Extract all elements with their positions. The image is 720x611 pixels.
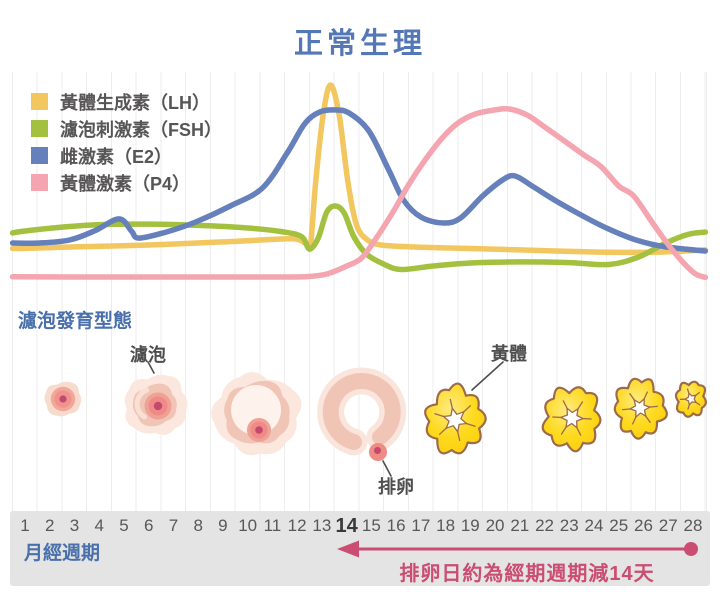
day-tick-26: 26 — [634, 516, 653, 535]
day-tick-7: 7 — [168, 516, 179, 535]
day-tick-27: 27 — [658, 516, 678, 535]
day-tick-10: 10 — [238, 516, 258, 535]
countdown-arrow — [337, 540, 698, 558]
day-tick-20: 20 — [485, 516, 505, 535]
follicle-stage-4-rupture — [317, 367, 407, 461]
ovulation-label: 排卵 — [378, 477, 414, 497]
legend-label-fsh: 濾泡刺激素（FSH） — [60, 119, 222, 140]
day-tick-23: 23 — [559, 516, 579, 535]
day-tick-18: 18 — [436, 516, 456, 535]
day-tick-15: 15 — [361, 516, 381, 535]
day-tick-22: 22 — [535, 516, 554, 535]
ovulation-note: 排卵日約為經期週期減14天 — [399, 563, 655, 585]
follicle-pointer-line — [147, 361, 155, 374]
day-tick-1: 1 — [20, 516, 30, 535]
oocyte-dot — [59, 395, 67, 403]
curve-fsh — [9, 203, 709, 273]
follicle-stage-2 — [124, 374, 188, 435]
ovulation-pointer-line — [382, 460, 392, 477]
day-tick-21: 21 — [510, 516, 530, 535]
oocyte-dot — [255, 426, 263, 434]
day-tick-16: 16 — [386, 516, 406, 535]
day-tick-2: 2 — [45, 516, 55, 535]
day-tick-8: 8 — [193, 516, 203, 535]
legend-label-e2: 雌激素（E2） — [60, 146, 173, 167]
day-tick-6: 6 — [143, 516, 154, 535]
corpus-luteum-3 — [613, 377, 668, 440]
curve-e2 — [9, 107, 709, 254]
hormone-curves — [9, 82, 709, 281]
page-title: 正常生理 — [293, 28, 426, 60]
day-tick-9: 9 — [218, 516, 228, 535]
day-tick-12: 12 — [287, 516, 307, 535]
day-tick-5: 5 — [119, 516, 129, 535]
countdown-arrow-dot — [684, 542, 698, 556]
legend-item-e2: 雌激素（E2） — [31, 142, 222, 169]
corpus-luteum-1 — [424, 382, 487, 455]
legend-item-fsh: 濾泡刺激素（FSH） — [31, 115, 222, 142]
chart-legend: 黃體生成素（LH） 濾泡刺激素（FSH） 雌激素（E2） 黃體激素（P4） — [31, 88, 222, 196]
day-tick-24: 24 — [584, 516, 604, 535]
corpus-luteum-label: 黃體 — [491, 344, 527, 364]
day-tick-4: 4 — [94, 516, 104, 535]
legend-swatch-e2 — [31, 147, 48, 164]
curve-lh — [9, 82, 709, 256]
oocyte-dot — [153, 401, 163, 411]
corpus-luteum-2 — [541, 386, 602, 453]
ovulated-egg — [369, 443, 387, 461]
follicle-label: 濾泡 — [130, 345, 166, 365]
day-tick-17: 17 — [411, 516, 431, 535]
legend-item-lh: 黃體生成素（LH） — [31, 88, 222, 115]
legend-label-lh: 黃體生成素（LH） — [60, 92, 210, 113]
oocyte-dot — [374, 447, 381, 454]
legend-item-p4: 黃體激素（P4） — [31, 169, 222, 196]
x-axis-title: 月經週期 — [24, 543, 101, 564]
corpus-luteum-pointer-line — [471, 361, 504, 391]
curve-p4 — [9, 105, 709, 281]
day-tick-13: 13 — [312, 516, 332, 535]
day-tick-28: 28 — [683, 516, 703, 535]
day-tick-25: 25 — [609, 516, 629, 535]
countdown-arrow-head — [337, 540, 359, 558]
legend-label-p4: 黃體激素（P4） — [60, 173, 191, 194]
day-tick-3: 3 — [69, 516, 80, 535]
day-tick-19: 19 — [460, 516, 480, 535]
follicle-section-title: 濾泡發育型態 — [18, 311, 133, 332]
day-tick-11: 11 — [263, 516, 282, 535]
legend-swatch-fsh — [31, 120, 48, 137]
corpus-luteum-4 — [674, 380, 707, 418]
follicle-stage-1 — [44, 381, 82, 417]
legend-swatch-p4 — [31, 174, 48, 191]
follicle-stage-3 — [211, 371, 302, 456]
legend-swatch-lh — [31, 93, 48, 110]
day-tick-14: 14 — [335, 515, 358, 537]
